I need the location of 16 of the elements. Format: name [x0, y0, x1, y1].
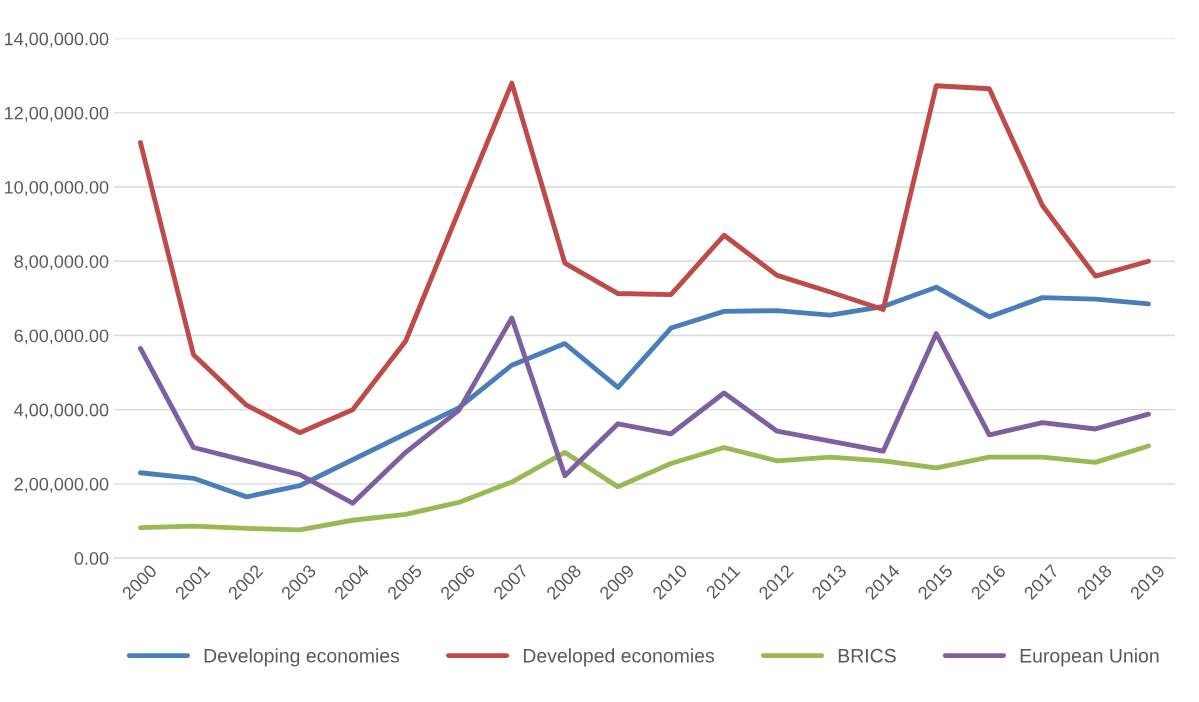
y-tick-label: 4,00,000.00: [14, 403, 109, 419]
legend-label: European Union: [1020, 648, 1159, 667]
line-series: [138, 315, 1151, 506]
y-tick-label: 12,00,000.00: [5, 106, 109, 122]
y-tick-label: 2,00,000.00: [14, 477, 109, 493]
line-series: [138, 284, 1151, 500]
y-tick-label: 8,00,000.00: [14, 255, 109, 271]
y-tick-label: 6,00,000.00: [14, 329, 109, 345]
legend-label: BRICS: [838, 648, 896, 663]
legend-label: Developing economies: [204, 648, 400, 667]
legend-label: Developed economies: [523, 648, 715, 667]
y-tick-label: 14,00,000.00: [5, 32, 109, 48]
line-series: [138, 443, 1151, 533]
y-tick-label: 10,00,000.00: [5, 180, 109, 196]
line-series: [138, 80, 1151, 436]
y-tick-label: 0.00: [74, 552, 109, 565]
